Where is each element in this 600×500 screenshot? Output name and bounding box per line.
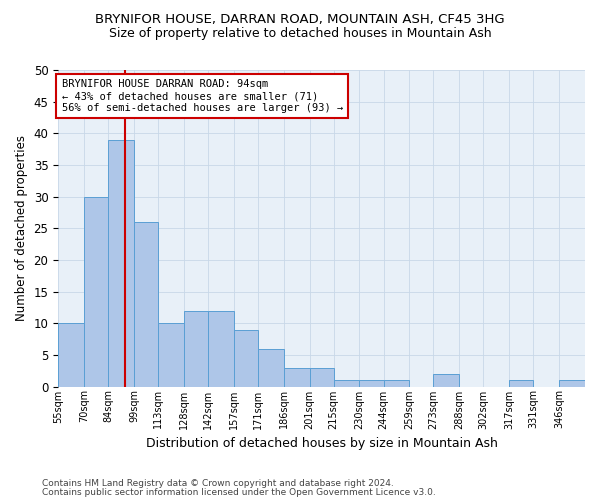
Bar <box>58 323 84 386</box>
Bar <box>559 380 585 386</box>
X-axis label: Distribution of detached houses by size in Mountain Ash: Distribution of detached houses by size … <box>146 437 497 450</box>
Y-axis label: Number of detached properties: Number of detached properties <box>15 136 28 322</box>
Bar <box>334 380 359 386</box>
Bar <box>184 310 208 386</box>
Text: Contains HM Land Registry data © Crown copyright and database right 2024.: Contains HM Land Registry data © Crown c… <box>42 479 394 488</box>
Bar <box>84 196 108 386</box>
Bar <box>208 310 234 386</box>
Bar <box>108 140 134 386</box>
Bar <box>433 374 460 386</box>
Text: BRYNIFOR HOUSE, DARRAN ROAD, MOUNTAIN ASH, CF45 3HG: BRYNIFOR HOUSE, DARRAN ROAD, MOUNTAIN AS… <box>95 12 505 26</box>
Bar <box>284 368 310 386</box>
Bar <box>158 323 184 386</box>
Text: BRYNIFOR HOUSE DARRAN ROAD: 94sqm
← 43% of detached houses are smaller (71)
56% : BRYNIFOR HOUSE DARRAN ROAD: 94sqm ← 43% … <box>62 80 343 112</box>
Bar <box>134 222 158 386</box>
Text: Contains public sector information licensed under the Open Government Licence v3: Contains public sector information licen… <box>42 488 436 497</box>
Bar <box>234 330 258 386</box>
Bar <box>509 380 533 386</box>
Bar <box>359 380 383 386</box>
Bar <box>383 380 409 386</box>
Bar <box>258 348 284 387</box>
Text: Size of property relative to detached houses in Mountain Ash: Size of property relative to detached ho… <box>109 28 491 40</box>
Bar <box>310 368 334 386</box>
